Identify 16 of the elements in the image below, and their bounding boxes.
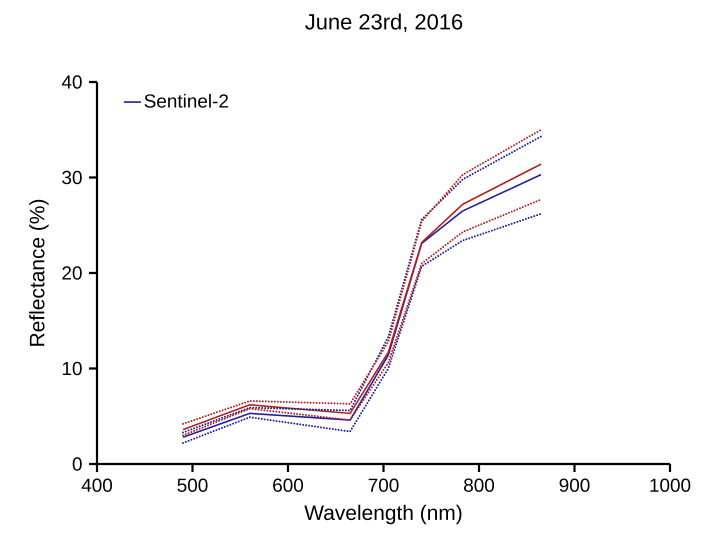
x-tick-label: 600 [273,478,304,492]
x-axis-title: Wavelength (nm) [304,504,462,524]
y-tick-label: 30 [62,170,82,184]
y-tick-label: 40 [62,75,82,89]
chart-title: June 23rd, 2016 [305,13,462,32]
x-tick-label: 1000 [650,478,690,492]
x-tick-label: 800 [464,478,494,492]
x-tick-label: 400 [82,478,112,492]
y-tick-label: 10 [62,362,82,376]
x-tick-label: 700 [368,478,399,492]
y-tick-label: 0 [72,457,82,471]
legend-label: Sentinel-2 [144,94,228,108]
y-tick-label: 20 [62,266,82,280]
x-tick-label: 900 [560,478,590,492]
x-tick-label: 500 [177,478,208,492]
y-axis-title: Reflectance (%) [29,200,49,346]
